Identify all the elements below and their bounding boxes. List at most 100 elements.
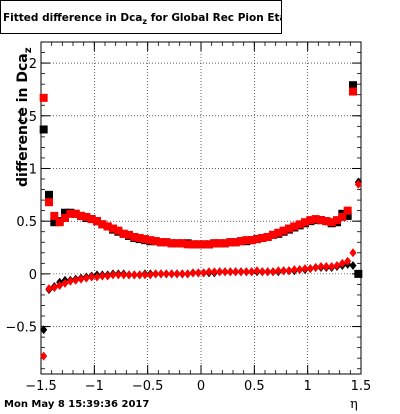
square-point [295,220,304,229]
square-point [71,209,80,218]
square-point [98,220,107,229]
diamond-point [354,179,362,189]
diamond-point [210,267,218,277]
square-point [349,87,357,96]
square-point [333,216,341,225]
square-point [242,236,251,245]
y-tick-label: 0.5 [16,215,37,230]
square-point [210,239,219,248]
square-point [343,206,352,215]
diamond-point [130,270,138,280]
y-tick-label: 1 [29,162,37,177]
diamond-point [285,266,293,276]
square-point [290,222,299,231]
square-point [119,229,128,238]
chart-title: Fitted difference in Dcaz for Global Rec… [0,0,282,34]
square-point [263,232,272,241]
square-point [50,218,59,227]
square-point [274,228,283,237]
square-point [231,238,240,247]
diamond-point [120,270,128,280]
square-point [151,237,160,246]
diamond-point [189,268,197,278]
square-point [247,236,256,245]
diamond-point [125,270,133,280]
square-point [146,236,155,245]
timestamp: Mon May 8 15:39:36 2017 [4,399,150,410]
diamond-point [301,264,309,274]
diamond-point [114,270,122,280]
square-point [199,240,208,249]
diamond-point [344,256,352,266]
diamond-point [349,260,357,270]
diamond-point [205,267,213,277]
diamond-point [72,275,80,285]
square-point [338,212,347,221]
diamond-point [200,268,208,278]
square-point [183,240,192,249]
diamond-point [184,269,192,279]
diamond-point [237,267,245,277]
diamond-point [349,248,357,258]
square-point [55,218,64,227]
square-point [130,232,139,241]
square-point [306,216,315,225]
square-point [322,217,331,226]
square-point [205,240,213,249]
square-point [237,237,245,246]
diamond-point [162,269,170,279]
diamond-point [45,284,53,294]
square-point [343,211,352,220]
square-point [45,190,53,199]
data-points [39,81,363,361]
diamond-point [88,272,96,282]
title-main: Fitted difference in Dca [3,12,143,24]
title-rest: for Global Rec Pion EtapT [150,12,281,24]
square-point [285,224,293,233]
diamond-point [280,266,288,276]
square-point [39,93,48,102]
diamond-point [290,265,298,275]
square-point [141,235,149,244]
x-tick-label: −0.5 [132,379,164,394]
diamond-point [77,274,85,284]
diamond-point [296,265,304,275]
diamond-point [306,264,314,274]
x-tick-label: −1.5 [25,379,57,394]
square-point [50,211,59,220]
diamond-point [338,258,346,268]
diamond-point [328,261,336,271]
y-tick-label: 0 [29,268,37,283]
square-point [317,216,325,225]
square-point [135,234,144,243]
square-point [253,235,261,244]
x-tick-label: 1.5 [351,379,372,394]
diamond-point [141,270,149,280]
y-axis-label-sub: z [22,47,34,54]
y-tick-label: 1.5 [16,110,37,125]
diamond-point [56,280,64,290]
square-point [189,240,197,249]
square-point [77,211,85,220]
square-point [279,226,288,235]
diamond-point [152,269,160,279]
diamond-point [258,267,266,277]
axes: −1.5 −1 −0.5 0 0.5 1 1.5 −0.5 0 0.5 1 1.5 2 [5,41,372,394]
square-point [311,215,320,224]
square-point [61,208,69,217]
diamond-point [168,269,176,279]
square-point [93,217,101,226]
diamond-point [194,268,202,278]
square-point [215,239,224,248]
x-tick-label: −1 [85,379,104,394]
square-point [178,239,187,248]
square-point [226,238,235,247]
diamond-point [93,272,101,282]
diamond-point [333,260,341,270]
square-point [109,224,117,233]
square-point [301,218,309,227]
diamond-point [216,267,224,277]
square-point [45,198,53,207]
diamond-point [178,269,186,279]
